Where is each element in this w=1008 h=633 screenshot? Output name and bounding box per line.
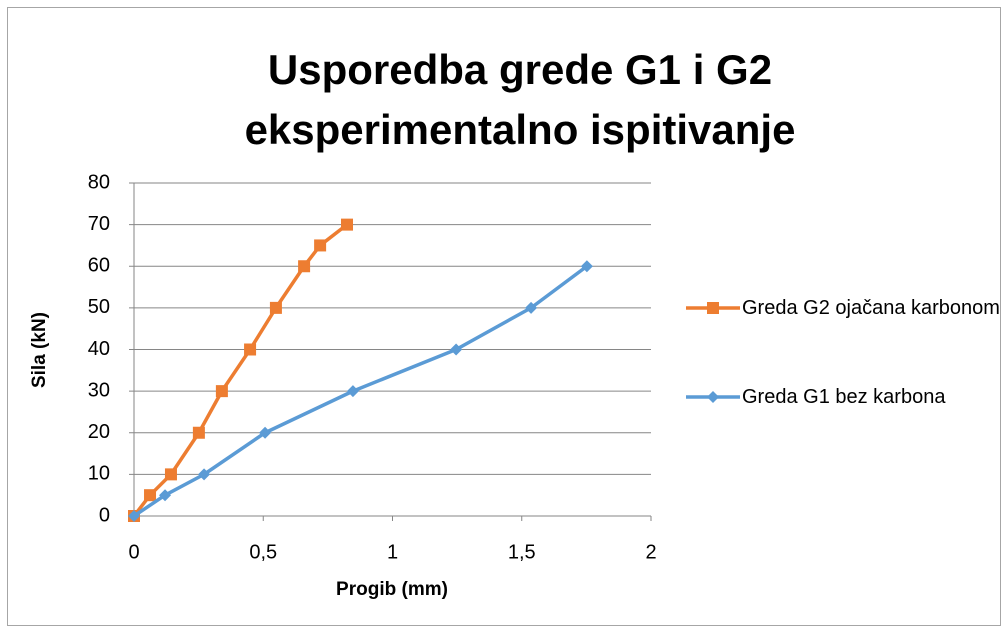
series-line — [133, 264, 588, 518]
y-tick-label: 50 — [88, 296, 110, 318]
marker — [164, 468, 177, 481]
y-tick-label: 70 — [88, 213, 110, 235]
marker — [215, 385, 228, 398]
marker — [192, 426, 205, 439]
x-tick-label: 2 — [645, 541, 656, 563]
marker — [198, 468, 211, 481]
marker — [128, 510, 140, 522]
marker — [314, 239, 327, 252]
marker — [580, 260, 593, 273]
y-tick-label: 30 — [88, 379, 110, 401]
marker — [159, 489, 172, 502]
marker — [346, 385, 359, 398]
y-tick-label: 20 — [88, 421, 110, 443]
legend-marker — [707, 302, 719, 314]
y-axis-label: Sila (kN) — [29, 312, 50, 388]
marker — [341, 218, 354, 231]
chart-border — [7, 7, 1001, 626]
marker — [525, 301, 538, 314]
marker — [269, 301, 282, 314]
legend-marker — [707, 391, 719, 403]
marker — [298, 260, 311, 273]
x-tick-label: 0 — [128, 541, 139, 563]
legend-label: Greda G1 bez karbona — [742, 386, 946, 408]
x-axis-label: Progib (mm) — [336, 579, 448, 600]
marker — [144, 489, 157, 502]
y-tick-label: 60 — [88, 255, 110, 277]
marker — [244, 343, 257, 356]
y-tick-label: 0 — [99, 504, 110, 526]
x-tick-label: 1 — [387, 541, 398, 563]
chart-title: Usporedba grede G1 i G2 eksperimentalno … — [244, 46, 796, 153]
y-tick-label: 80 — [88, 171, 110, 193]
y-tick-label: 40 — [88, 338, 110, 360]
marker — [259, 426, 272, 439]
x-tick-label: 1,5 — [508, 541, 536, 563]
series-line — [132, 223, 349, 518]
y-tick-label: 10 — [88, 463, 110, 485]
legend-label: Greda G2 ojačana karbonom — [742, 297, 1000, 319]
marker — [450, 343, 463, 356]
x-tick-label: 0,5 — [249, 541, 277, 563]
